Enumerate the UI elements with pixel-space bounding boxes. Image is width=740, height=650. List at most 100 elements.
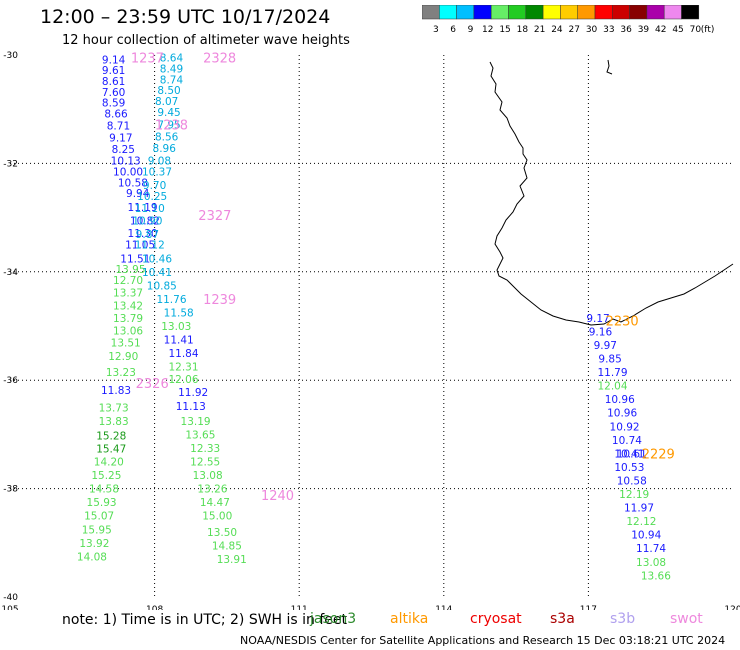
- wave-height-point: 8.64: [160, 53, 184, 65]
- wave-height-point: 8.25: [112, 144, 135, 156]
- wave-height-point: 13.37: [113, 287, 143, 299]
- wave-height-point: 14.58: [89, 484, 119, 496]
- color-scale-label: 12: [482, 25, 493, 35]
- legend-item-altika: altika: [390, 611, 429, 627]
- wave-height-point: 11.74: [636, 543, 666, 555]
- color-swatch: [681, 5, 700, 20]
- y-tick-label: -30: [3, 51, 18, 61]
- color-scale-unit: (ft): [701, 25, 715, 35]
- wave-height-point: 11.83: [101, 385, 131, 397]
- wave-height-point: 9.87: [136, 229, 159, 241]
- color-scale-label: 21: [534, 25, 545, 35]
- wave-height-point: 10.96: [607, 408, 637, 420]
- wave-height-point: 8.61: [102, 76, 125, 88]
- satellite-legend: jason3 altika cryosat s3a s3b swot: [310, 611, 730, 629]
- wave-height-point: 12.06: [168, 374, 198, 386]
- wave-height-point: 10.41: [614, 448, 644, 460]
- y-tick-label: -34: [3, 268, 18, 278]
- wave-height-point: 11.51: [120, 253, 150, 265]
- wave-height-point: 11.05: [125, 240, 155, 252]
- pass-time-label: 1240: [261, 489, 294, 504]
- wave-height-point: 10.82: [130, 215, 160, 227]
- wave-height-point: 15.93: [87, 497, 117, 509]
- wave-height-point: 11.12: [135, 240, 165, 252]
- pass-time-label: 1239: [203, 293, 236, 308]
- chart-title: 12:00 – 23:59 UTC 10/17/2024: [40, 6, 331, 28]
- color-scale-label: 18: [517, 25, 529, 35]
- pass-time-label: 2326: [136, 377, 169, 392]
- wave-height-point: 15.28: [96, 430, 126, 442]
- wave-height-point: 9.17: [586, 313, 609, 325]
- wave-height-point: 13.66: [641, 570, 671, 582]
- wave-height-point: 10.58: [617, 475, 647, 487]
- wave-height-point: 13.95: [115, 264, 145, 276]
- wave-height-point: 13.42: [113, 300, 143, 312]
- wave-height-point: 11.30: [128, 228, 158, 240]
- chart-subtitle: 12 hour collection of altimeter wave hei…: [62, 33, 350, 48]
- wave-height-point: 10.25: [137, 191, 167, 203]
- wave-height-point: 12.55: [190, 457, 220, 469]
- x-tick-label: 117: [580, 605, 597, 610]
- wave-height-point: 8.56: [155, 131, 179, 143]
- wave-height-point: 15.00: [202, 511, 232, 523]
- wave-height-point: 13.92: [79, 538, 109, 550]
- wave-height-point: 12.12: [626, 516, 656, 528]
- wave-height-point: 9.97: [594, 340, 617, 352]
- wave-height-point: 13.50: [207, 527, 237, 539]
- wave-height-point: 10.90: [132, 215, 162, 227]
- wave-height-point: 11.13: [176, 401, 206, 413]
- wave-height-point: 14.20: [94, 457, 124, 469]
- color-scale-label: 30: [586, 25, 598, 35]
- wave-height-point: 13.73: [99, 402, 129, 414]
- wave-height-point: 13.08: [193, 470, 223, 482]
- wave-height-point: 13.91: [217, 554, 247, 566]
- wave-height-point: 13.19: [181, 416, 211, 428]
- wave-height-point: 10.13: [111, 156, 141, 168]
- wave-height-point: 15.07: [84, 511, 114, 523]
- wave-height-point: 8.07: [155, 96, 178, 108]
- wave-height-point: 12.90: [108, 351, 138, 363]
- wave-height-point: 10.96: [605, 394, 635, 406]
- y-tick-label: -36: [3, 376, 18, 386]
- wave-height-point: 10.37: [142, 167, 172, 179]
- wave-height-point: 10.85: [147, 280, 177, 292]
- pass-time-label: 1237: [131, 52, 164, 67]
- color-scale-label: 9: [468, 25, 474, 35]
- pass-time-label: 2328: [203, 52, 236, 67]
- pass-time-label: 1238: [155, 118, 188, 133]
- wave-height-point: 13.79: [113, 313, 143, 325]
- wave-height-point: 14.85: [212, 541, 242, 553]
- wave-height-point: 11.10: [135, 203, 165, 215]
- coastline-fragment: [606, 59, 613, 75]
- wave-height-point: 15.47: [96, 443, 126, 455]
- wave-height-point: 13.08: [636, 557, 666, 569]
- wave-height-point: 9.70: [143, 180, 166, 192]
- legend-item-jason3: jason3: [310, 611, 357, 627]
- color-scale-bar: 3 6 9 12 15 18 21 24 27 30 33 36 39 42 45 70 (ft): [422, 5, 715, 35]
- wave-height-point: 9.14: [102, 54, 126, 66]
- wave-height-point: 11.84: [168, 348, 198, 360]
- wave-height-point: 8.50: [157, 85, 180, 97]
- wave-height-point: 7.60: [102, 87, 125, 99]
- wave-height-point: 11.79: [597, 367, 627, 379]
- wave-height-point: 8.71: [107, 120, 130, 132]
- x-tick-label: 105: [1, 605, 18, 610]
- color-scale-label: 45: [672, 25, 683, 35]
- wave-height-point: 15.25: [91, 470, 121, 482]
- wave-height-point: 9.17: [109, 132, 132, 144]
- wave-height-point: 10.58: [118, 177, 148, 189]
- wave-height-point: 15.95: [82, 524, 112, 536]
- wave-height-point: 9.94: [126, 188, 150, 200]
- color-scale-label: 6: [450, 25, 456, 35]
- wave-height-point: 11.58: [164, 307, 194, 319]
- legend-item-s3b: s3b: [610, 611, 636, 627]
- legend-item-cryosat: cryosat: [470, 611, 522, 627]
- wave-height-point: 14.47: [200, 497, 230, 509]
- legend-item-swot: swot: [670, 611, 703, 627]
- color-scale-label: 3: [433, 25, 439, 35]
- y-tick-label: -40: [3, 593, 18, 603]
- color-scale-label: 42: [655, 25, 666, 35]
- wave-height-point: 8.66: [104, 109, 128, 121]
- wave-height-point: 10.61: [617, 448, 647, 460]
- wave-height-point: 12.31: [168, 362, 198, 374]
